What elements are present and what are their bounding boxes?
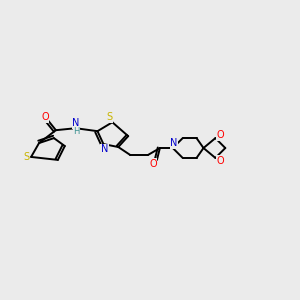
Text: O: O <box>217 130 224 140</box>
Text: O: O <box>41 112 49 122</box>
Text: O: O <box>149 159 157 169</box>
Text: N: N <box>101 144 108 154</box>
Text: S: S <box>106 112 112 122</box>
Text: S: S <box>23 152 29 162</box>
Text: N: N <box>72 118 80 128</box>
Text: O: O <box>217 156 224 166</box>
Text: N: N <box>170 138 178 148</box>
Text: H: H <box>74 127 80 136</box>
